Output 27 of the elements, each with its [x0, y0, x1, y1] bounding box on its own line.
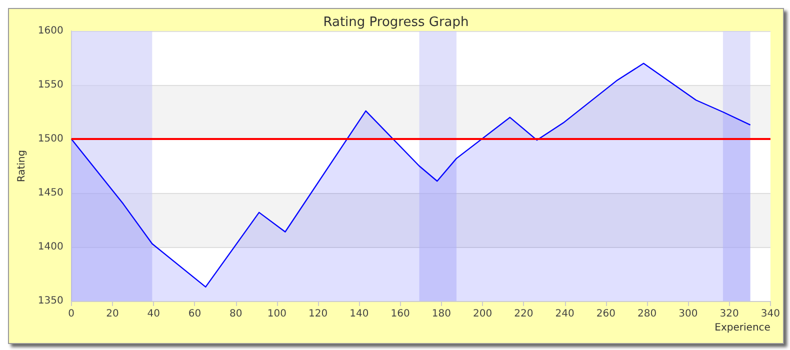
x-tick-label: 140	[350, 308, 369, 320]
x-tick-label: 280	[638, 308, 657, 320]
x-tick-label: 240	[555, 308, 574, 320]
x-tick-label: 80	[229, 308, 242, 320]
x-tick-label: 160	[390, 308, 410, 320]
x-tick-label: 340	[760, 308, 780, 320]
x-tick-label: 60	[188, 308, 202, 320]
x-tick-label: 40	[147, 308, 160, 320]
x-tick-label: 220	[514, 308, 534, 320]
x-tick-label: 100	[267, 308, 287, 320]
x-tick-label: 260	[596, 308, 616, 320]
y-tick-label: 1500	[38, 134, 64, 144]
x-axis-title: Experience	[714, 322, 770, 334]
x-tick-label: 320	[720, 308, 739, 320]
x-tick-label: 20	[106, 308, 119, 320]
x-tick-label: 120	[308, 308, 328, 320]
y-tick-label: 1450	[38, 188, 64, 198]
y-tick-label: 1400	[38, 242, 64, 252]
x-tick-label: 180	[432, 308, 452, 320]
y-axis-title: Rating	[16, 150, 28, 182]
y-tick-label: 1550	[38, 80, 64, 90]
y-tick-label: 1600	[38, 26, 64, 36]
x-tick-label: 300	[678, 308, 698, 320]
chart-title: Rating Progress Graph	[323, 15, 469, 30]
y-tick-label: 1350	[38, 296, 64, 306]
x-tick-label: 200	[473, 308, 492, 320]
x-tick-label: 0	[68, 308, 75, 320]
